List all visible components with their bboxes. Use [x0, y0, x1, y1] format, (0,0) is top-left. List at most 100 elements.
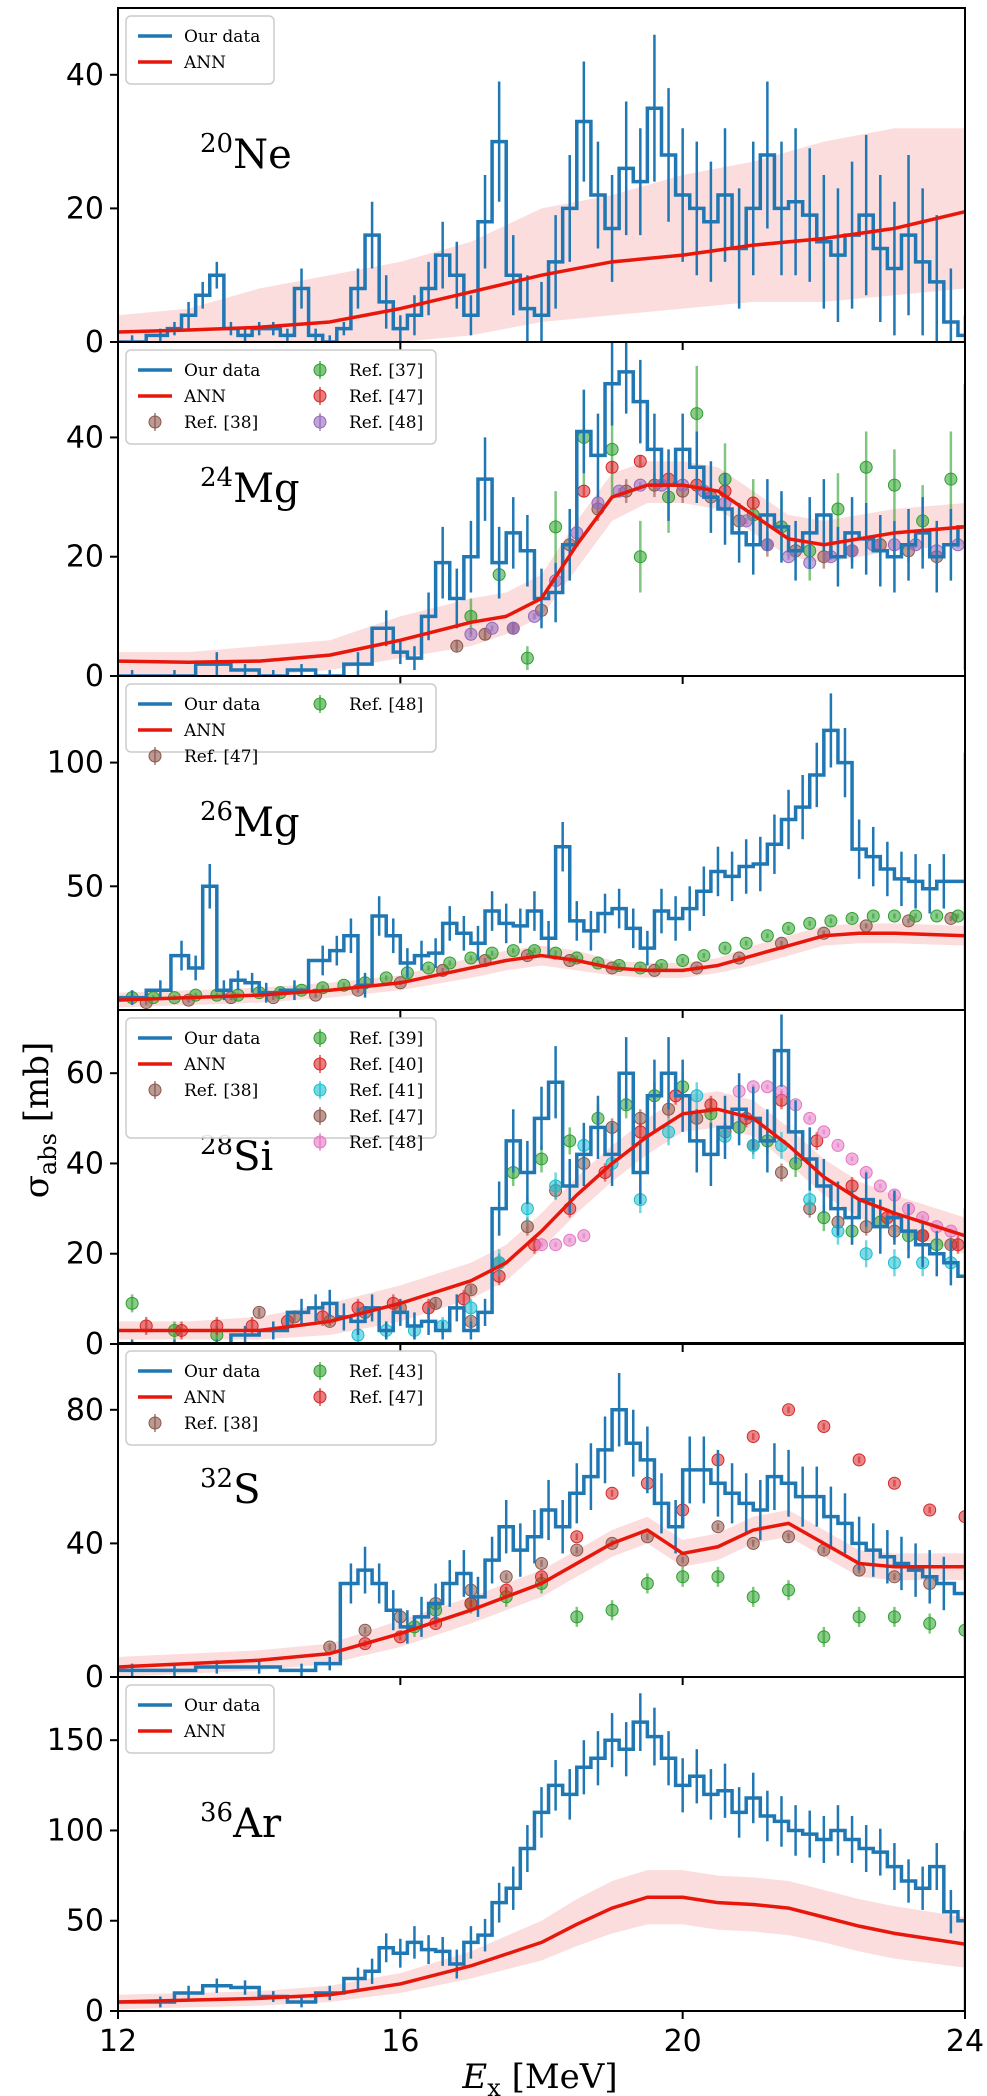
ref-point: [831, 502, 845, 516]
our-data-histogram: [118, 1048, 965, 1344]
ref-point: [866, 909, 880, 923]
y-tick-label: 60: [66, 1056, 104, 1091]
ref-point: [782, 1530, 796, 1544]
legend-entry-label: Ref. [47]: [184, 747, 258, 767]
ref-point: [887, 909, 901, 923]
ref-point: [535, 1556, 548, 1570]
ref-point: [676, 1570, 690, 1584]
x-tick-label: 16: [381, 2024, 419, 2059]
y-tick-label: 0: [85, 659, 104, 694]
panel-mg26: 50 100 26Mg Our data ANN Ref. [47] Ref. [48]: [47, 675, 966, 1018]
ref-point: [676, 1553, 690, 1567]
ref-point: [887, 1256, 901, 1270]
y-tick-label: 0: [85, 1660, 104, 1695]
ref-point: [570, 1543, 584, 1557]
ref-point: [852, 1610, 866, 1624]
ref-point: [859, 460, 873, 474]
ref-point: [662, 1125, 676, 1139]
x-axis-label: Ex [MeV]: [461, 2057, 617, 2096]
ref-point: [718, 941, 732, 955]
ref-point: [570, 1610, 584, 1624]
ref-point: [782, 1403, 796, 1417]
legend-entry-label: Our data: [184, 361, 260, 381]
ref-point: [887, 1610, 901, 1624]
ref-point: [506, 944, 520, 958]
series-ann: [118, 1895, 965, 2004]
legend-entry-label: ANN: [183, 53, 226, 73]
legend-entry-label: Ref. [38]: [184, 1414, 258, 1434]
ref-point: [951, 909, 965, 923]
ref-point: [817, 1125, 831, 1139]
nucleus-mass-number: 36: [200, 1798, 233, 1828]
our-data-histogram: [118, 106, 965, 342]
ref-point: [633, 454, 647, 468]
ref-point: [746, 496, 760, 510]
nucleus-symbol: S: [233, 1467, 260, 1513]
ref-point: [464, 1283, 478, 1297]
ref-point: [527, 609, 541, 623]
y-tick-label: 50: [66, 1904, 104, 1939]
our-data-histogram: [118, 1720, 965, 2004]
series-ann: [118, 1521, 965, 1669]
nucleus-symbol: Ar: [232, 1801, 282, 1847]
ref-point: [591, 496, 605, 510]
legend-box: [125, 1684, 275, 1754]
legend-entry-label: Ref. [48]: [349, 695, 423, 715]
ref-point: [887, 478, 901, 492]
y-tick-label: 40: [66, 1146, 104, 1181]
ref-point: [485, 946, 499, 960]
panel-frame: [117, 1676, 966, 2012]
legend-entry-label: Ref. [41]: [349, 1081, 423, 1101]
ref-point: [739, 514, 753, 528]
ref-point: [711, 1570, 725, 1584]
ref-point: [520, 1202, 534, 1216]
legend-swatch-point: [313, 1057, 327, 1071]
legend-swatch-point: [313, 1135, 327, 1149]
ref-point: [520, 1220, 534, 1234]
legend-box: [125, 1017, 437, 1139]
ref-point: [746, 1430, 760, 1444]
ref-point: [803, 916, 817, 930]
ref-point: [909, 909, 923, 923]
nucleus-mass-number: 26: [200, 797, 233, 827]
ref-point: [774, 1084, 788, 1098]
legend-box: [125, 15, 275, 85]
y-tick-label: 80: [66, 1393, 104, 1428]
ref-point: [464, 951, 478, 965]
legend-entry-label: ANN: [183, 1388, 226, 1408]
ref-point: [831, 1138, 845, 1152]
legend-entry-label: ANN: [183, 387, 226, 407]
x-tick-label: 24: [946, 2024, 984, 2059]
ref-point: [450, 639, 464, 653]
legend: Our data ANN Ref. [38] Ref. [39] Ref. [40] Re…: [125, 1017, 437, 1153]
y-tick-label: 20: [66, 191, 104, 226]
y-axis-label: σabs [mb]: [17, 1042, 62, 1199]
y-tick-label: 40: [66, 1526, 104, 1561]
ann-uncertainty-band: [118, 1091, 965, 1340]
y-tick-label: 100: [47, 746, 104, 781]
plot-area: [118, 342, 965, 676]
plot-area: [118, 1014, 965, 1344]
ref-point: [958, 1510, 965, 1524]
ref-point: [605, 1486, 619, 1500]
ref-point: [485, 621, 499, 635]
legend-box: [125, 683, 437, 753]
ref-point: [690, 1089, 704, 1103]
y-tick-label: 0: [85, 1994, 104, 2029]
y-tick-label: 20: [66, 1237, 104, 1272]
legend: Our data ANN Ref. [38] Ref. [37] Ref. [47] Re…: [125, 349, 437, 445]
legend-entry-label: Ref. [39]: [349, 1029, 423, 1049]
legend: Our data ANN: [125, 1684, 275, 1754]
ref-point: [711, 1520, 725, 1534]
nucleus-symbol: Ne: [233, 132, 292, 178]
y-tick-label: 150: [47, 1723, 104, 1758]
ref-point: [887, 1570, 901, 1584]
legend-entry-label: Our data: [184, 1696, 260, 1716]
ref-point: [782, 550, 796, 564]
y-tick-label: 100: [47, 1813, 104, 1848]
ref-point: [549, 1238, 563, 1252]
ref-point: [189, 988, 203, 1002]
legend-entry-label: Ref. [47]: [349, 387, 423, 407]
